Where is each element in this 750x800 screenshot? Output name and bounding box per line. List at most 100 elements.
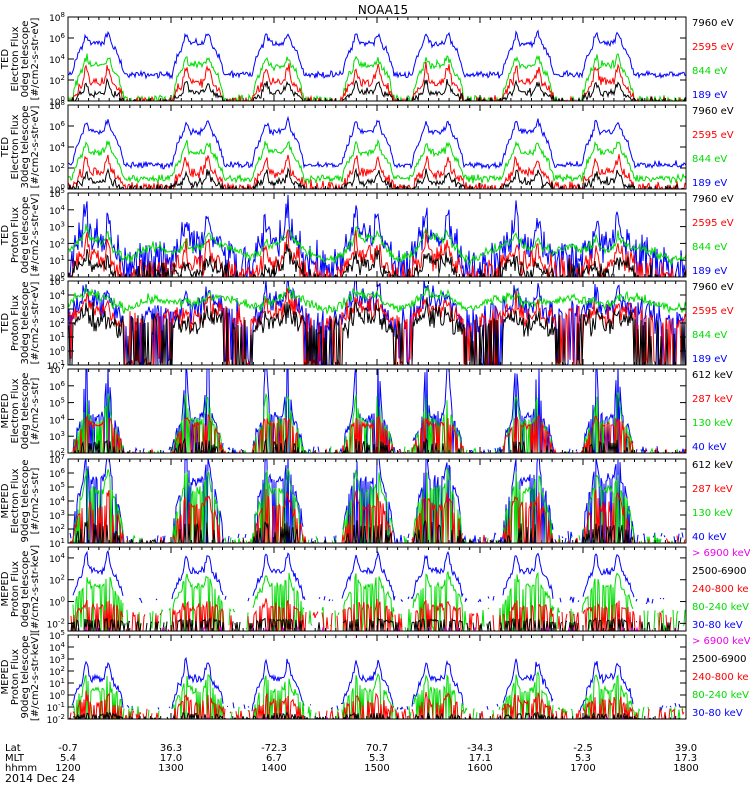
x-axis-lat-tick-6: -2.5 (573, 743, 593, 754)
panel-6-series-4-line (68, 519, 686, 543)
x-axis-hhmm-tick-2: 1300 (158, 763, 183, 774)
panel-5-series (68, 369, 686, 453)
panel-1-ylabel-line-1: TED (0, 49, 11, 70)
panel-7-series-4-line (70, 616, 686, 631)
panel-7-ylabel-line-2: Proton Flux (10, 561, 21, 617)
panel-8-ylabel: MEPEDProton Flux90deg telescope[#/cm2-s-… (0, 633, 41, 721)
panel-1-series-2-line (68, 53, 686, 101)
panel-3-ylabel-line-4: [#/cm2-s-str-eV] (30, 194, 41, 277)
panel-4-series-3-line (68, 287, 686, 365)
panel-8-ylabel-line-2: Proton Flux (10, 649, 21, 705)
x-axis-date: 2014 Dec 24 (5, 772, 75, 785)
x-axis-mlt-tick-2: 17.0 (160, 753, 182, 764)
panel-5-ylabel-line-1: MEPED (0, 393, 11, 428)
panel-6-ytick-label-7: 101 (49, 537, 65, 550)
x-axis-lat-tick-5: -34.3 (467, 743, 493, 754)
panel-7-legend-3: 240-800 ke (692, 584, 749, 595)
panel-3-ylabel-line-1: TED (0, 225, 11, 246)
x-axis-mlt-tick-3: 6.7 (266, 753, 282, 764)
panel-6-ylabel: MEPEDElectron Flux90deg telescope[#/cm2-… (0, 459, 41, 542)
x-axis-lat-tick-4: 70.7 (366, 743, 388, 754)
panel-8-legend-3: 240-800 ke (692, 672, 749, 683)
panel-8-legend-5: 30-80 keV (692, 708, 743, 719)
panel-4-ylabel-line-1: TED (0, 313, 11, 334)
panel-1-frame (67, 16, 687, 102)
panel-1-ylabel-line-4: [#/cm2-s-str-eV] (30, 18, 41, 101)
x-axis-hhmm-tick-7: 1800 (673, 763, 698, 774)
panel-8-series-4-line (68, 711, 686, 719)
panel-2-series-4-line (68, 167, 686, 189)
panel-6-ytick-label-5: 103 (49, 509, 65, 522)
panel-2-frame (67, 104, 687, 190)
panel-3-legend-4: 189 eV (692, 266, 727, 277)
panel-1-legend-1: 7960 eV (692, 18, 734, 29)
panel-3-ytick-label-4: 102 (49, 237, 65, 250)
panel-2-ylabel-line-2: Electron Flux (10, 114, 21, 179)
x-axis-hhmm-tick-6: 1700 (570, 763, 595, 774)
panel-3-legend-3: 844 eV (692, 242, 727, 253)
panel-6-ytick-label-3: 105 (49, 481, 65, 494)
x-axis-mlt-tick-4: 5.3 (369, 753, 385, 764)
panel-6-ylabel-line-2: Electron Flux (10, 468, 21, 533)
x-axis-row-label-3: hhmm (5, 763, 37, 774)
panel-2-legend-4: 189 eV (692, 178, 727, 189)
panel-1-legend-4: 189 eV (692, 90, 727, 101)
panel-5-ytick-label-5: 103 (49, 430, 65, 443)
panel-2-ytick-label-3: 104 (49, 141, 65, 154)
panel-5-legend-3: 130 keV (692, 418, 733, 429)
panel-7-ytick-label-1: 104 (49, 552, 65, 565)
panel-4-legend-2: 2595 eV (692, 306, 734, 317)
x-axis-hhmm-tick-1: 1200 (55, 763, 80, 774)
panel-6-series (68, 459, 686, 543)
panel-4-ylabel: TEDProton Flux30deg telescope[#/cm2-s-st… (0, 281, 41, 364)
panel-2-ytick-label-2: 106 (49, 120, 65, 133)
panel-3-legend-2: 2595 eV (692, 218, 734, 229)
panel-5-ytick-label-2: 106 (49, 380, 65, 393)
panel-6-ylabel-line-1: MEPED (0, 483, 11, 518)
panel-3-ytick-label-2: 104 (49, 204, 65, 217)
panel-3-series (68, 194, 686, 277)
x-axis-lat-tick-3: -72.3 (261, 743, 287, 754)
panel-4-ytick-label-3: 103 (49, 303, 65, 316)
panel-4-legend-1: 7960 eV (692, 282, 734, 293)
panel-8-series (68, 658, 686, 719)
panel-2-ylabel-line-1: TED (0, 137, 11, 158)
panel-2-series-2-line (68, 138, 686, 185)
x-axis-mlt-tick-7: 17.3 (675, 753, 697, 764)
panel-2-legend-2: 2595 eV (692, 130, 734, 141)
panel-7-legend-1: > 6900 keV (692, 548, 750, 559)
panel-6-ytick-label-2: 106 (49, 467, 65, 480)
panel-1-series (68, 29, 686, 101)
panel-7-ylabel-line-3: 0deg telescope (20, 551, 31, 628)
x-axis-labels: 2014 Dec 24 Lat -0.7 36.3 -72.3 70.7 -34.3 -2.… (5, 743, 699, 785)
panel-4-legend-3: 844 eV (692, 330, 727, 341)
panel-5-ylabel: MEPEDElectron Flux0deg telescope[#/cm2-s… (0, 373, 41, 450)
panel-7-legend-5: 30-80 keV (692, 620, 743, 631)
panel-3-legend-1: 7960 eV (692, 194, 734, 205)
panel-5-legend-2: 287 keV (692, 394, 733, 405)
panel-8-ylabel-line-1: MEPED (0, 659, 11, 694)
panel-4-ytick-label-6: 100 (49, 345, 65, 358)
panel-5-ylabel-line-2: Electron Flux (10, 378, 21, 443)
panel-6-ytick-label-6: 102 (49, 523, 65, 536)
panel-1-ytick-label-2: 106 (49, 32, 65, 45)
panel-2-ylabel: TEDElectron Flux30deg telescope[#/cm2-s-… (0, 105, 41, 188)
panel-8-ytick-label-8: 10-2 (47, 713, 65, 726)
panel-6-ylabel-line-4: [#/cm2-s-str] (30, 467, 41, 534)
panel-5-legend-4: 40 keV (692, 442, 726, 453)
panel-4-legend-4: 189 eV (692, 354, 727, 365)
x-axis-mlt-tick-5: 17.1 (469, 753, 491, 764)
x-axis-lat-tick-2: 36.3 (160, 743, 182, 754)
panel-7-series-2-line (72, 571, 686, 631)
panel-2-series (68, 115, 686, 189)
panel-2-ylabel-line-3: 30deg telescope (20, 105, 31, 188)
panel-6-legend-1: 612 keV (692, 460, 733, 471)
